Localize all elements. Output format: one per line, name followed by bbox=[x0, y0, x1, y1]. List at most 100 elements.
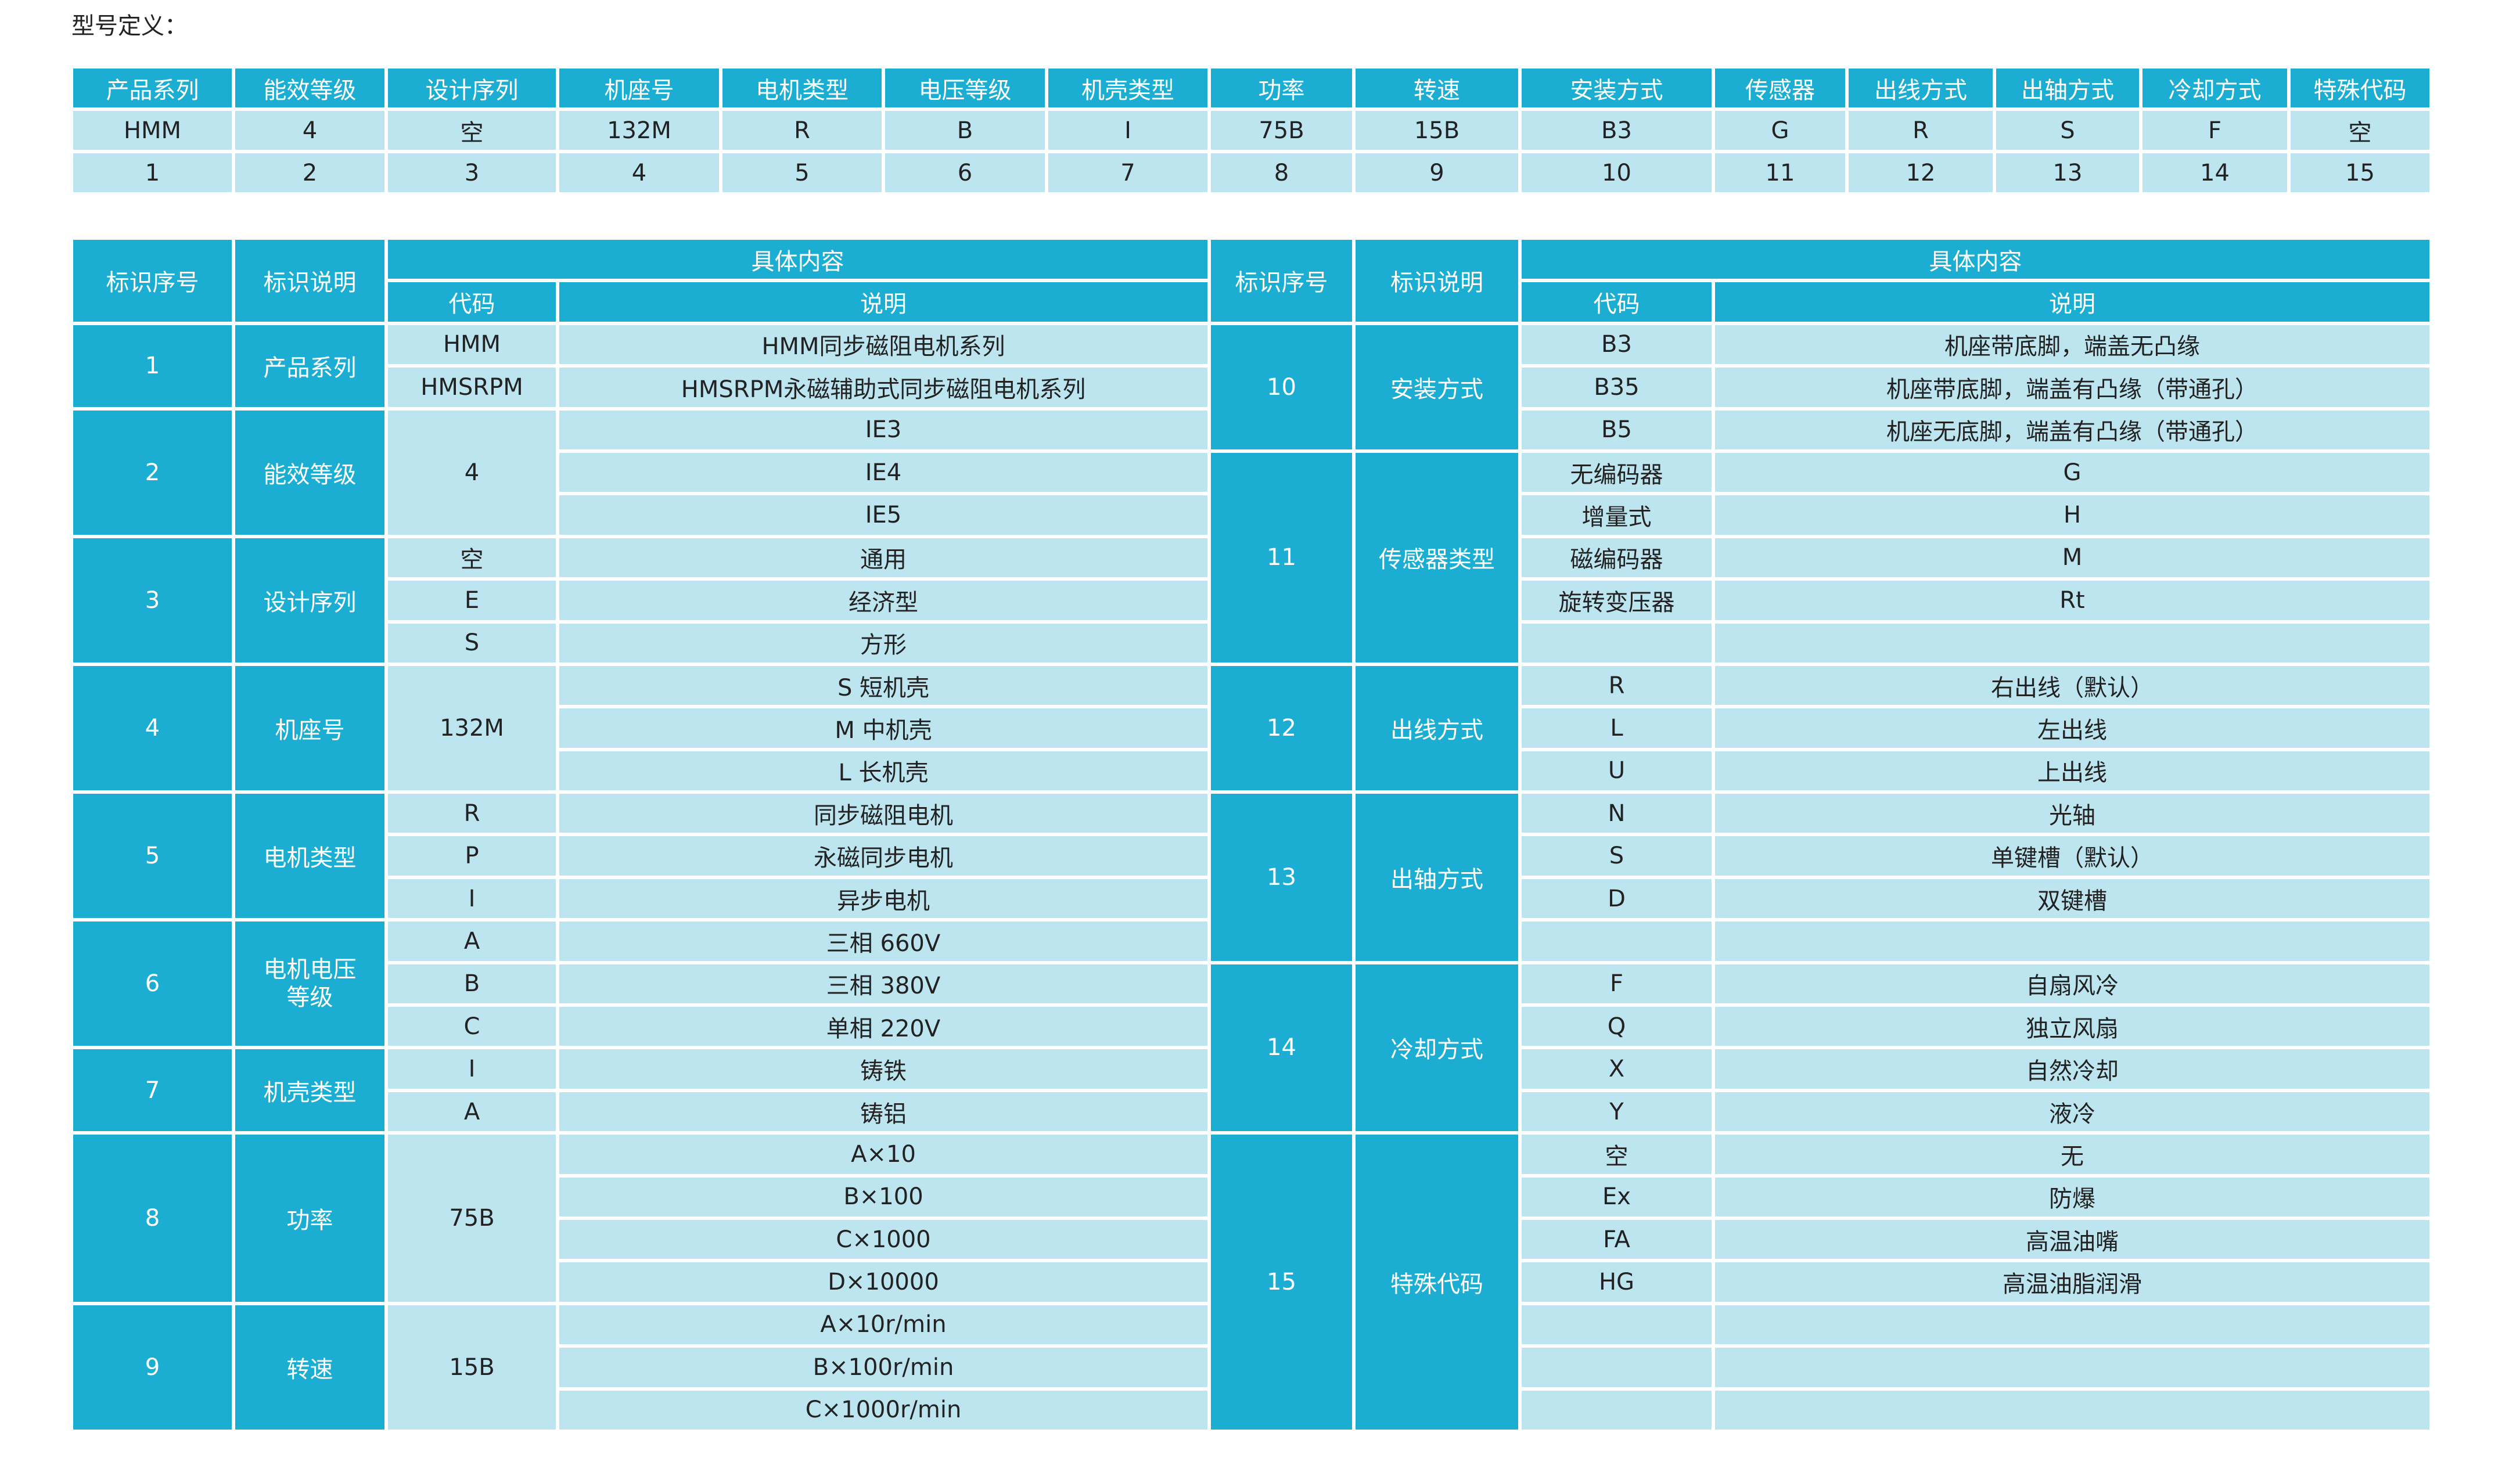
table-row: 4 机座号 132M S 短机壳 12 出线方式 R 右出线（默认） bbox=[71, 664, 2431, 793]
code-cell: U bbox=[1520, 749, 1713, 793]
explanation-cell: IE5 bbox=[558, 494, 1209, 537]
model-example-cell: 空 bbox=[2289, 109, 2431, 152]
code-cell: N bbox=[1520, 792, 1713, 835]
seq-cell: 3 bbox=[71, 536, 233, 664]
explanation-cell: H bbox=[1713, 494, 2431, 537]
table-row: HMSRPM HMSRPM永磁辅助式同步磁阻电机系列 B35 机座带底脚，端盖有… bbox=[71, 366, 2431, 409]
model-example-cell: 75B bbox=[1209, 109, 1354, 152]
code-cell: 增量式 bbox=[1520, 494, 1713, 537]
code-cell: Y bbox=[1520, 1090, 1713, 1133]
label-cell: 电机类型 bbox=[233, 792, 386, 920]
code-cell bbox=[1520, 920, 1713, 963]
code-cell: E bbox=[386, 579, 558, 622]
explanation-cell: HMSRPM永磁辅助式同步磁阻电机系列 bbox=[558, 366, 1209, 409]
model-header-cell: 特殊代码 bbox=[2289, 67, 2431, 109]
model-header-cell: 产品系列 bbox=[71, 67, 233, 109]
model-example-cell: R bbox=[721, 109, 883, 152]
definition-header-row: 标识序号 标识说明 具体内容 标识序号 标识说明 具体内容 bbox=[71, 238, 2431, 323]
explanation-cell: 上出线 bbox=[1713, 749, 2431, 793]
code-cell: I bbox=[386, 877, 558, 920]
code-cell: S bbox=[386, 621, 558, 664]
explanation-cell: 三相 380V bbox=[558, 962, 1209, 1006]
seq-cell: 8 bbox=[71, 1133, 233, 1304]
explanation-cell: 铸铝 bbox=[558, 1090, 1209, 1133]
code-cell: R bbox=[386, 792, 558, 835]
explanation-cell bbox=[1713, 1303, 2431, 1347]
code-cell: 空 bbox=[1520, 1133, 1713, 1176]
code-cell: B5 bbox=[1520, 408, 1713, 451]
table-row: IE4 11 传感器类型 无编码器 G bbox=[71, 451, 2431, 664]
label-cell: 传感器类型 bbox=[1354, 451, 1520, 664]
label-cell: 电机电压等级 bbox=[233, 920, 386, 1048]
code-cell bbox=[1520, 621, 1713, 664]
explanation-cell: 防爆 bbox=[1713, 1175, 2431, 1218]
seq-cell: 15 bbox=[1209, 1133, 1354, 1431]
explanation-cell: G bbox=[1713, 451, 2431, 494]
model-example-cell: HMM bbox=[71, 109, 233, 152]
model-example-cell: S bbox=[1994, 109, 2141, 152]
explanation-cell: 铸铁 bbox=[558, 1047, 1209, 1090]
explanation-cell: HMM同步磁阻电机系列 bbox=[558, 323, 1209, 366]
explanation-cell bbox=[1713, 1346, 2431, 1389]
model-example-cell: B bbox=[883, 109, 1047, 152]
label-cell: 能效等级 bbox=[233, 408, 386, 537]
explanation-cell: IE3 bbox=[558, 408, 1209, 451]
seq-cell: 4 bbox=[71, 664, 233, 793]
label-cell: 机壳类型 bbox=[233, 1047, 386, 1133]
identifier-definition-table: 标识序号 标识说明 具体内容 标识序号 标识说明 具体内容 代码 说明 代码 说… bbox=[71, 238, 2431, 1431]
desc-header: 标识说明 bbox=[1354, 238, 1520, 323]
code-cell: Q bbox=[1520, 1005, 1713, 1048]
model-example-cell: 4 bbox=[233, 109, 386, 152]
model-position-cell: 14 bbox=[2141, 152, 2289, 194]
explanation-cell: 光轴 bbox=[1713, 792, 2431, 835]
explanation-cell: 同步磁阻电机 bbox=[558, 792, 1209, 835]
code-cell: 132M bbox=[386, 664, 558, 793]
model-position-cell: 2 bbox=[233, 152, 386, 194]
code-cell: S bbox=[1520, 834, 1713, 877]
explanation-cell: 高温油嘴 bbox=[1713, 1218, 2431, 1261]
model-header-cell: 安装方式 bbox=[1520, 67, 1713, 109]
table-row: B 三相 380V 14 冷却方式 F 自扇风冷 bbox=[71, 962, 2431, 1133]
explanation-cell: 机座带底脚，端盖无凸缘 bbox=[1713, 323, 2431, 366]
model-header-cell: 出线方式 bbox=[1847, 67, 1994, 109]
explanation-cell: S 短机壳 bbox=[558, 664, 1209, 707]
model-position-cell: 3 bbox=[386, 152, 558, 194]
explanation-cell: M bbox=[1713, 536, 2431, 579]
table-row: 1 产品系列 HMM HMM同步磁阻电机系列 10 安装方式 B3 机座带底脚，… bbox=[71, 323, 2431, 451]
table-row: 5 电机类型 R 同步磁阻电机 13 出轴方式 N 光轴 bbox=[71, 792, 2431, 963]
code-cell: B bbox=[386, 962, 558, 1006]
label-cell: 产品系列 bbox=[233, 323, 386, 409]
table-row: 2 能效等级 4 IE3 B5 机座无底脚，端盖有凸缘（带通孔） bbox=[71, 408, 2431, 537]
table-row: B×100r/min bbox=[71, 1346, 2431, 1389]
explanation-cell: 单相 220V bbox=[558, 1005, 1209, 1048]
model-header-cell: 转速 bbox=[1354, 67, 1520, 109]
explanation-cell: 三相 660V bbox=[558, 920, 1209, 963]
model-position-row: 1 2 3 4 5 6 7 8 9 10 11 12 13 14 15 bbox=[71, 152, 2431, 194]
code-header: 代码 bbox=[1520, 280, 1713, 323]
code-cell: Ex bbox=[1520, 1175, 1713, 1218]
explanation-cell: C×1000r/min bbox=[558, 1388, 1209, 1431]
model-header-cell: 传感器 bbox=[1713, 67, 1847, 109]
seq-cell: 6 bbox=[71, 920, 233, 1048]
explanation-cell: 右出线（默认） bbox=[1713, 664, 2431, 707]
model-header-cell: 电机类型 bbox=[721, 67, 883, 109]
table-row: P 永磁同步电机 S 单键槽（默认） bbox=[71, 834, 2431, 877]
code-cell: A bbox=[386, 1090, 558, 1133]
code-cell: 4 bbox=[386, 408, 558, 537]
model-header-cell: 出轴方式 bbox=[1994, 67, 2141, 109]
label-cell: 出线方式 bbox=[1354, 664, 1520, 793]
explanation-cell: 高温油脂润滑 bbox=[1713, 1261, 2431, 1304]
model-position-cell: 1 bbox=[71, 152, 233, 194]
code-cell: C bbox=[386, 1005, 558, 1048]
table-row: S 方形 bbox=[71, 621, 2431, 664]
explanation-cell: D×10000 bbox=[558, 1261, 1209, 1304]
explanation-cell: 方形 bbox=[558, 621, 1209, 664]
code-cell: HMM bbox=[386, 323, 558, 366]
explanation-cell: B×100r/min bbox=[558, 1346, 1209, 1389]
seq-cell: 13 bbox=[1209, 792, 1354, 963]
model-position-cell: 8 bbox=[1209, 152, 1354, 194]
model-definition-table: 产品系列 能效等级 设计序列 机座号 电机类型 电压等级 机壳类型 功率 转速 … bbox=[71, 67, 2431, 194]
code-cell: F bbox=[1520, 962, 1713, 1006]
code-cell: 磁编码器 bbox=[1520, 536, 1713, 579]
explanation-cell: 自扇风冷 bbox=[1713, 962, 2431, 1006]
